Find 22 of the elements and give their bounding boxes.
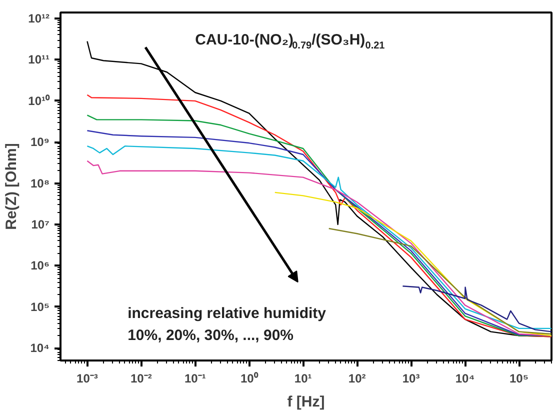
x-tick-label: 10² bbox=[348, 372, 366, 386]
x-tick-label: 10⁰ bbox=[240, 372, 259, 386]
x-tick-label: 10⁻¹ bbox=[184, 372, 206, 386]
annotation: increasing relative humidity bbox=[128, 304, 327, 322]
y-tick-label: 10⁶ bbox=[30, 258, 50, 273]
y-axis-title: Re(Z) [Ohm] bbox=[3, 143, 20, 230]
annotation: 10%, 20%, 30%, ..., 90% bbox=[128, 327, 294, 344]
y-tick-label: 10¹¹ bbox=[28, 52, 50, 67]
x-axis-title: f [Hz] bbox=[287, 394, 325, 410]
y-tick-label: 10⁸ bbox=[30, 176, 50, 190]
x-tick-label: 10¹ bbox=[294, 372, 312, 386]
y-tick-label: 10⁴ bbox=[30, 341, 50, 356]
y-tick-label: 10⁹ bbox=[30, 135, 50, 150]
y-tick-label: 10¹⁰ bbox=[28, 94, 50, 108]
x-tick-label: 10⁻³ bbox=[76, 372, 98, 386]
y-tick-label: 10¹² bbox=[28, 12, 50, 26]
y-tick-label: 10⁷ bbox=[31, 218, 50, 232]
y-tick-label: 10⁵ bbox=[30, 300, 50, 314]
x-tick-label: 10⁻² bbox=[130, 372, 152, 386]
x-tick-label: 10³ bbox=[402, 372, 420, 386]
x-tick-label: 10⁵ bbox=[510, 372, 528, 386]
x-tick-label: 10⁴ bbox=[455, 372, 475, 386]
